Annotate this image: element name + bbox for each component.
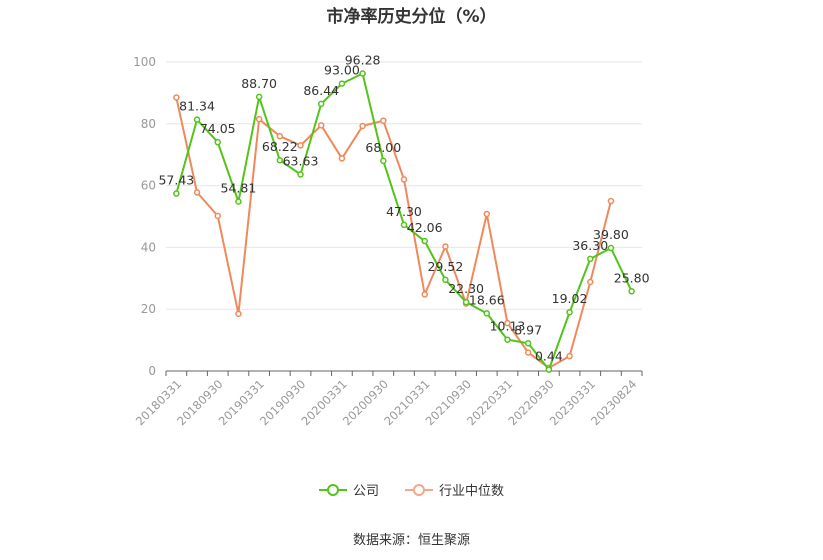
legend-swatch-industry-median [405, 482, 433, 498]
company-point [173, 190, 180, 197]
company-data-label: 88.70 [241, 76, 277, 91]
company-data-label: 18.66 [469, 292, 505, 307]
company-point [587, 255, 594, 263]
y-tick-label: 40 [141, 240, 156, 254]
company-point [442, 276, 449, 284]
legend-label-company: 公司 [352, 484, 379, 499]
company-point [276, 156, 284, 164]
y-tick-label: 60 [141, 179, 156, 193]
industry-median-point [566, 352, 573, 360]
y-tick-label: 80 [141, 117, 156, 131]
company-data-label: 81.34 [179, 99, 215, 114]
company-data-label: 10.13 [490, 319, 526, 334]
company-point [193, 116, 201, 123]
company-data-label: 36.30 [572, 238, 608, 253]
company-point [359, 70, 366, 77]
series-layer [173, 70, 635, 373]
company-point [504, 336, 511, 343]
company-data-label: 8.97 [514, 322, 542, 337]
industry-median-point [483, 210, 491, 218]
grid-layer [166, 61, 642, 310]
industry-median-point [504, 319, 511, 327]
line-chart: 0204060801002018033120180930201903312019… [133, 52, 650, 428]
company-data-label: 93.00 [324, 63, 360, 78]
industry-median-point [421, 291, 428, 298]
industry-median-line [175, 97, 612, 369]
company-point [545, 366, 553, 373]
industry-median-point [173, 94, 180, 101]
company-point [607, 244, 615, 252]
company-point [214, 138, 221, 146]
y-tick-label: 100 [133, 55, 156, 69]
company-point [628, 288, 635, 295]
company-point [338, 80, 346, 87]
industry-median-point [380, 117, 387, 124]
industry-median-point [587, 278, 594, 286]
company-point [524, 340, 532, 347]
company-data-label: 47.30 [386, 204, 422, 219]
company-data-label: 96.28 [345, 52, 381, 67]
legend-item-company[interactable]: 公司 [318, 480, 379, 499]
y-tick-label: 0 [148, 364, 156, 378]
company-data-label: 74.05 [200, 121, 236, 136]
legend: 公司 行业中位数 [0, 480, 823, 499]
company-point [255, 93, 263, 101]
legend-marker-company [326, 483, 339, 496]
industry-median-point [338, 155, 346, 162]
legend-marker-industry-median [413, 483, 425, 496]
company-data-label: 68.00 [365, 140, 401, 155]
industry-median-point [317, 122, 325, 129]
company-point [462, 298, 470, 306]
industry-median-point [276, 132, 284, 140]
y-tick-label: 20 [141, 302, 156, 316]
industry-median-point [400, 176, 408, 183]
data-source-note: 数据来源：恒生聚源 [352, 533, 470, 548]
industry-median-point [297, 142, 304, 149]
company-data-label: 86.44 [303, 83, 339, 98]
company-data-label: 39.80 [593, 227, 629, 242]
company-data-label: 57.43 [158, 173, 194, 188]
company-point [566, 308, 573, 316]
company-point [297, 171, 304, 178]
legend-item-industry-median[interactable]: 行业中位数 [405, 480, 504, 499]
company-data-label: 63.63 [283, 153, 319, 168]
industry-median-point [524, 349, 532, 356]
company-data-label: 25.80 [614, 270, 650, 285]
company-data-label: 54.81 [221, 181, 257, 196]
industry-median-point [214, 212, 221, 220]
company-data-label: 68.22 [262, 139, 298, 154]
company-line [175, 72, 633, 371]
company-data-label: 42.06 [407, 220, 443, 235]
company-data-label: 22.30 [448, 281, 484, 296]
company-point [317, 100, 325, 108]
chart-title: 市净率历史分位（%） [326, 7, 497, 27]
company-point [380, 157, 387, 165]
company-point [483, 310, 491, 317]
company-point [421, 237, 428, 245]
company-data-label: 29.52 [427, 259, 463, 274]
industry-median-point [359, 122, 366, 130]
company-data-label: 0.44 [535, 349, 563, 364]
company-point [400, 221, 408, 229]
industry-median-point [193, 189, 201, 196]
company-point [235, 198, 242, 205]
company-data-label: 19.02 [552, 291, 588, 306]
industry-median-point [607, 197, 615, 205]
industry-median-point [442, 243, 449, 250]
industry-median-point [235, 310, 242, 318]
industry-median-point [255, 115, 263, 123]
legend-label-industry-median: 行业中位数 [439, 484, 505, 499]
legend-swatch-company [318, 482, 347, 498]
